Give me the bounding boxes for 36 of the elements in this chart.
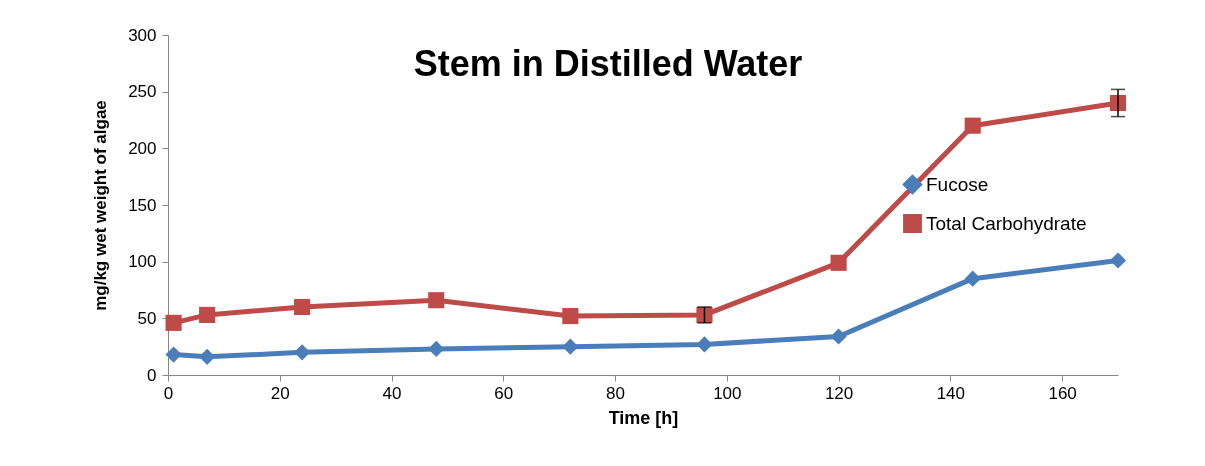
point bbox=[428, 292, 445, 309]
point bbox=[294, 344, 311, 361]
point bbox=[428, 340, 445, 357]
point bbox=[562, 308, 579, 325]
y-tick-label: 300 bbox=[128, 25, 157, 45]
point bbox=[830, 328, 847, 345]
point bbox=[964, 117, 981, 134]
x-tick-label: 40 bbox=[382, 383, 402, 403]
y-tick-label: 0 bbox=[147, 365, 157, 385]
y-tick-label: 250 bbox=[128, 82, 157, 102]
point bbox=[696, 336, 713, 353]
point bbox=[830, 254, 847, 271]
x-tick-label: 160 bbox=[1048, 383, 1077, 403]
legend-label: Fucose bbox=[926, 173, 989, 195]
x-tick-label: 80 bbox=[606, 383, 626, 403]
point bbox=[165, 346, 182, 363]
point bbox=[165, 314, 182, 331]
x-tick-label: 140 bbox=[936, 383, 966, 403]
y-tick-label: 150 bbox=[128, 195, 157, 215]
chart-title: Stem in Distilled Water bbox=[413, 43, 803, 84]
point bbox=[964, 270, 981, 287]
point bbox=[562, 338, 579, 355]
y-tick-label: 100 bbox=[128, 252, 157, 272]
point bbox=[1109, 252, 1127, 269]
y-axis-title: mg/kg wet weight of algae bbox=[91, 100, 111, 311]
legend-label: Total Carbohydrate bbox=[926, 212, 1087, 234]
x-tick-label: 60 bbox=[494, 383, 514, 403]
x-tick-label: 0 bbox=[163, 383, 174, 403]
point bbox=[199, 306, 216, 323]
y-tick-label: 200 bbox=[128, 138, 157, 158]
x-tick-label: 100 bbox=[713, 383, 742, 403]
y-tick-label: 50 bbox=[137, 308, 157, 328]
x-tick-label: 120 bbox=[824, 383, 854, 403]
x-tick-label: 20 bbox=[270, 383, 290, 403]
point bbox=[294, 298, 311, 316]
x-axis-title: Time [h] bbox=[608, 407, 679, 428]
